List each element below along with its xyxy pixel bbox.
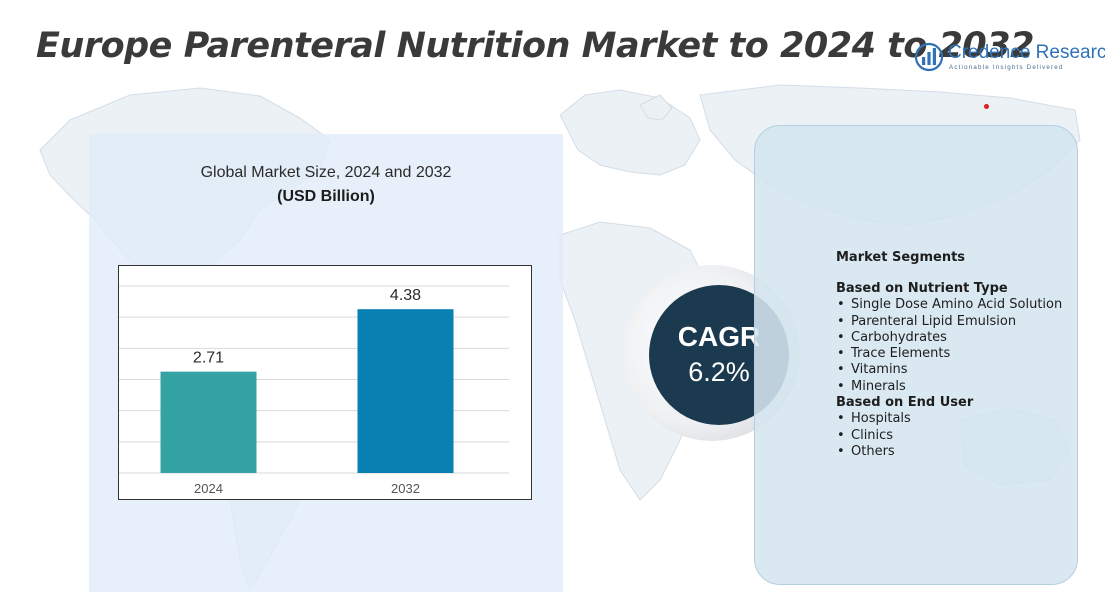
segment-item: Clinics [836, 428, 1098, 445]
segment-group-nutrient-type: Based on Nutrient Type Single Dose Amino… [836, 281, 1098, 395]
page-title: Europe Parenteral Nutrition Market to 20… [36, 26, 1034, 66]
bar-2024 [160, 371, 257, 473]
bar-chart-canvas: 2.71 2024 4.38 2032 [119, 285, 509, 496]
x-tick-label: 2024 [194, 481, 223, 496]
segment-item: Minerals [836, 379, 1098, 396]
x-tick-label: 2032 [391, 481, 420, 496]
bar-chart-circle-icon [914, 42, 944, 72]
segment-list: Hospitals Clinics Others [836, 411, 1098, 460]
segment-item: Trace Elements [836, 346, 1098, 363]
chart-title: Global Market Size, 2024 and 2032 [200, 164, 452, 181]
segment-item: Hospitals [836, 411, 1098, 428]
map-marker-dot [984, 104, 989, 109]
logo-name: Credence Research [948, 42, 1105, 63]
segment-item: Carbohydrates [836, 330, 1098, 347]
data-label: 2.71 [193, 350, 224, 367]
bar-2032 [357, 309, 454, 473]
segment-item: Parenteral Lipid Emulsion [836, 314, 1098, 331]
cagr-value: 6.2% [688, 357, 750, 387]
logo-tagline: Actionable Insights Delivered [949, 64, 1064, 71]
bar-chart: 2.71 2024 4.38 2032 [118, 265, 532, 500]
credence-research-logo: Credence Research Actionable Insights De… [914, 40, 1105, 76]
segments-heading: Market Segments [836, 250, 966, 265]
segment-list: Single Dose Amino Acid Solution Parenter… [836, 297, 1098, 395]
segment-item: Vitamins [836, 362, 1098, 379]
segment-item: Single Dose Amino Acid Solution [836, 297, 1098, 314]
data-label: 4.38 [390, 287, 421, 304]
segment-item: Others [836, 444, 1098, 461]
segment-group-title: Based on Nutrient Type [836, 281, 1008, 296]
cagr-label: CAGR [677, 321, 761, 352]
market-segments: Market Segments Based on Nutrient Type S… [836, 249, 1098, 461]
segment-group-title: Based on End User [836, 395, 974, 411]
segment-group-end-user: Based on End User Hospitals Clinics Othe… [836, 395, 1098, 460]
chart-unit: (USD Billion) [277, 188, 375, 205]
